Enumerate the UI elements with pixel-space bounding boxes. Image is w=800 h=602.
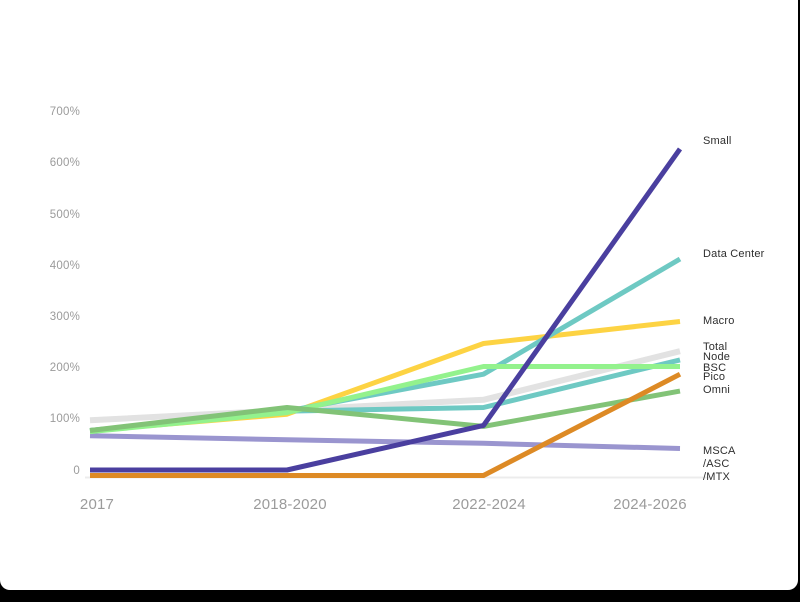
series-label-total: Total — [703, 341, 728, 353]
series-line-msca-asc-mtx — [89, 433, 681, 451]
series-label-bsc: BSC — [703, 362, 727, 374]
x-tick-label: 2017 — [79, 496, 115, 513]
series-line-total — [89, 348, 681, 424]
x-tick-label: 2018-2020 — [253, 496, 327, 513]
series-line-bsc — [89, 364, 680, 435]
x-tick-label: 2022-2024 — [452, 496, 526, 513]
y-tick-label: 0 — [73, 464, 80, 477]
series-label-omni: Omni — [703, 384, 731, 396]
series-label-data-center: Data Center — [703, 248, 765, 260]
series-line-small — [90, 147, 683, 473]
y-tick-label: 200% — [49, 362, 80, 375]
series-label-small: Small — [703, 135, 732, 147]
chart-plot-area — [85, 147, 712, 479]
chart-page: 700% 600% 500% 400% 300% 200% 100% 0 2017 2018-2… — [0, 0, 798, 590]
y-tick-label: 400% — [49, 259, 80, 272]
y-tick-label: 100% — [49, 413, 80, 426]
x-tick-label: 2024-2026 — [613, 496, 687, 513]
line-chart: 700% 600% 500% 400% 300% 200% 100% 0 2017 2018-2… — [49, 106, 765, 513]
series-label-node: Node — [703, 351, 731, 363]
y-tick-label: 500% — [49, 208, 80, 221]
series-line-omni — [89, 388, 681, 433]
y-tick-label: 700% — [49, 106, 80, 119]
series-label-macro: Macro — [703, 315, 735, 327]
series-label-pico: Pico — [703, 371, 726, 383]
series-line-pico — [90, 371, 682, 478]
series-label-msca-asc-mtx: MSCA/ASC/MTX — [703, 445, 736, 483]
y-tick-label: 600% — [49, 157, 80, 170]
y-tick-label: 300% — [49, 310, 80, 323]
